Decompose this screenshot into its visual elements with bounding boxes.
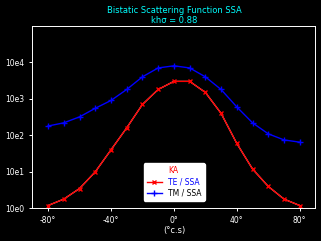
KA [219, 112, 223, 115]
KA [109, 148, 113, 151]
TM / SSA [282, 139, 286, 141]
KA [172, 80, 176, 83]
TE / SSA [46, 204, 50, 207]
TM / SSA [298, 141, 302, 144]
Line: KA: KA [48, 81, 300, 206]
KA [46, 204, 50, 207]
TM / SSA [62, 121, 66, 124]
TE / SSA [156, 88, 160, 91]
TM / SSA [109, 99, 113, 102]
TE / SSA [188, 80, 192, 83]
KA [235, 142, 239, 145]
TM / SSA [251, 121, 255, 124]
TM / SSA [125, 88, 129, 91]
TM / SSA [172, 64, 176, 67]
Line: TM / SSA: TM / SSA [45, 63, 303, 145]
TE / SSA [172, 80, 176, 83]
TM / SSA [93, 107, 97, 110]
KA [62, 198, 66, 201]
Line: TE / SSA: TE / SSA [46, 79, 302, 208]
KA [156, 88, 160, 91]
TE / SSA [125, 127, 129, 129]
TM / SSA [156, 67, 160, 69]
TM / SSA [204, 75, 207, 78]
TM / SSA [188, 67, 192, 69]
TM / SSA [219, 88, 223, 91]
TM / SSA [235, 106, 239, 108]
Title: Bistatic Scattering Function SSA
khσ = 0.88: Bistatic Scattering Function SSA khσ = 0… [107, 6, 241, 25]
KA [282, 198, 286, 201]
KA [141, 103, 144, 106]
TE / SSA [282, 198, 286, 201]
KA [251, 167, 255, 170]
TE / SSA [219, 112, 223, 115]
TM / SSA [141, 75, 144, 78]
TE / SSA [78, 187, 82, 190]
TE / SSA [235, 142, 239, 145]
TE / SSA [109, 148, 113, 151]
TM / SSA [78, 115, 82, 118]
TE / SSA [204, 91, 207, 94]
TE / SSA [62, 198, 66, 201]
TE / SSA [298, 204, 302, 207]
KA [266, 185, 270, 188]
KA [78, 187, 82, 190]
KA [125, 127, 129, 129]
TE / SSA [93, 170, 97, 173]
Legend: KA, TE / SSA, TM / SSA: KA, TE / SSA, TM / SSA [144, 163, 205, 201]
KA [93, 170, 97, 173]
TM / SSA [46, 125, 50, 127]
TE / SSA [251, 167, 255, 170]
KA [298, 204, 302, 207]
KA [188, 80, 192, 83]
X-axis label: (°c.s): (°c.s) [163, 227, 185, 235]
TM / SSA [266, 132, 270, 135]
TE / SSA [141, 103, 144, 106]
TE / SSA [266, 185, 270, 188]
KA [204, 91, 207, 94]
